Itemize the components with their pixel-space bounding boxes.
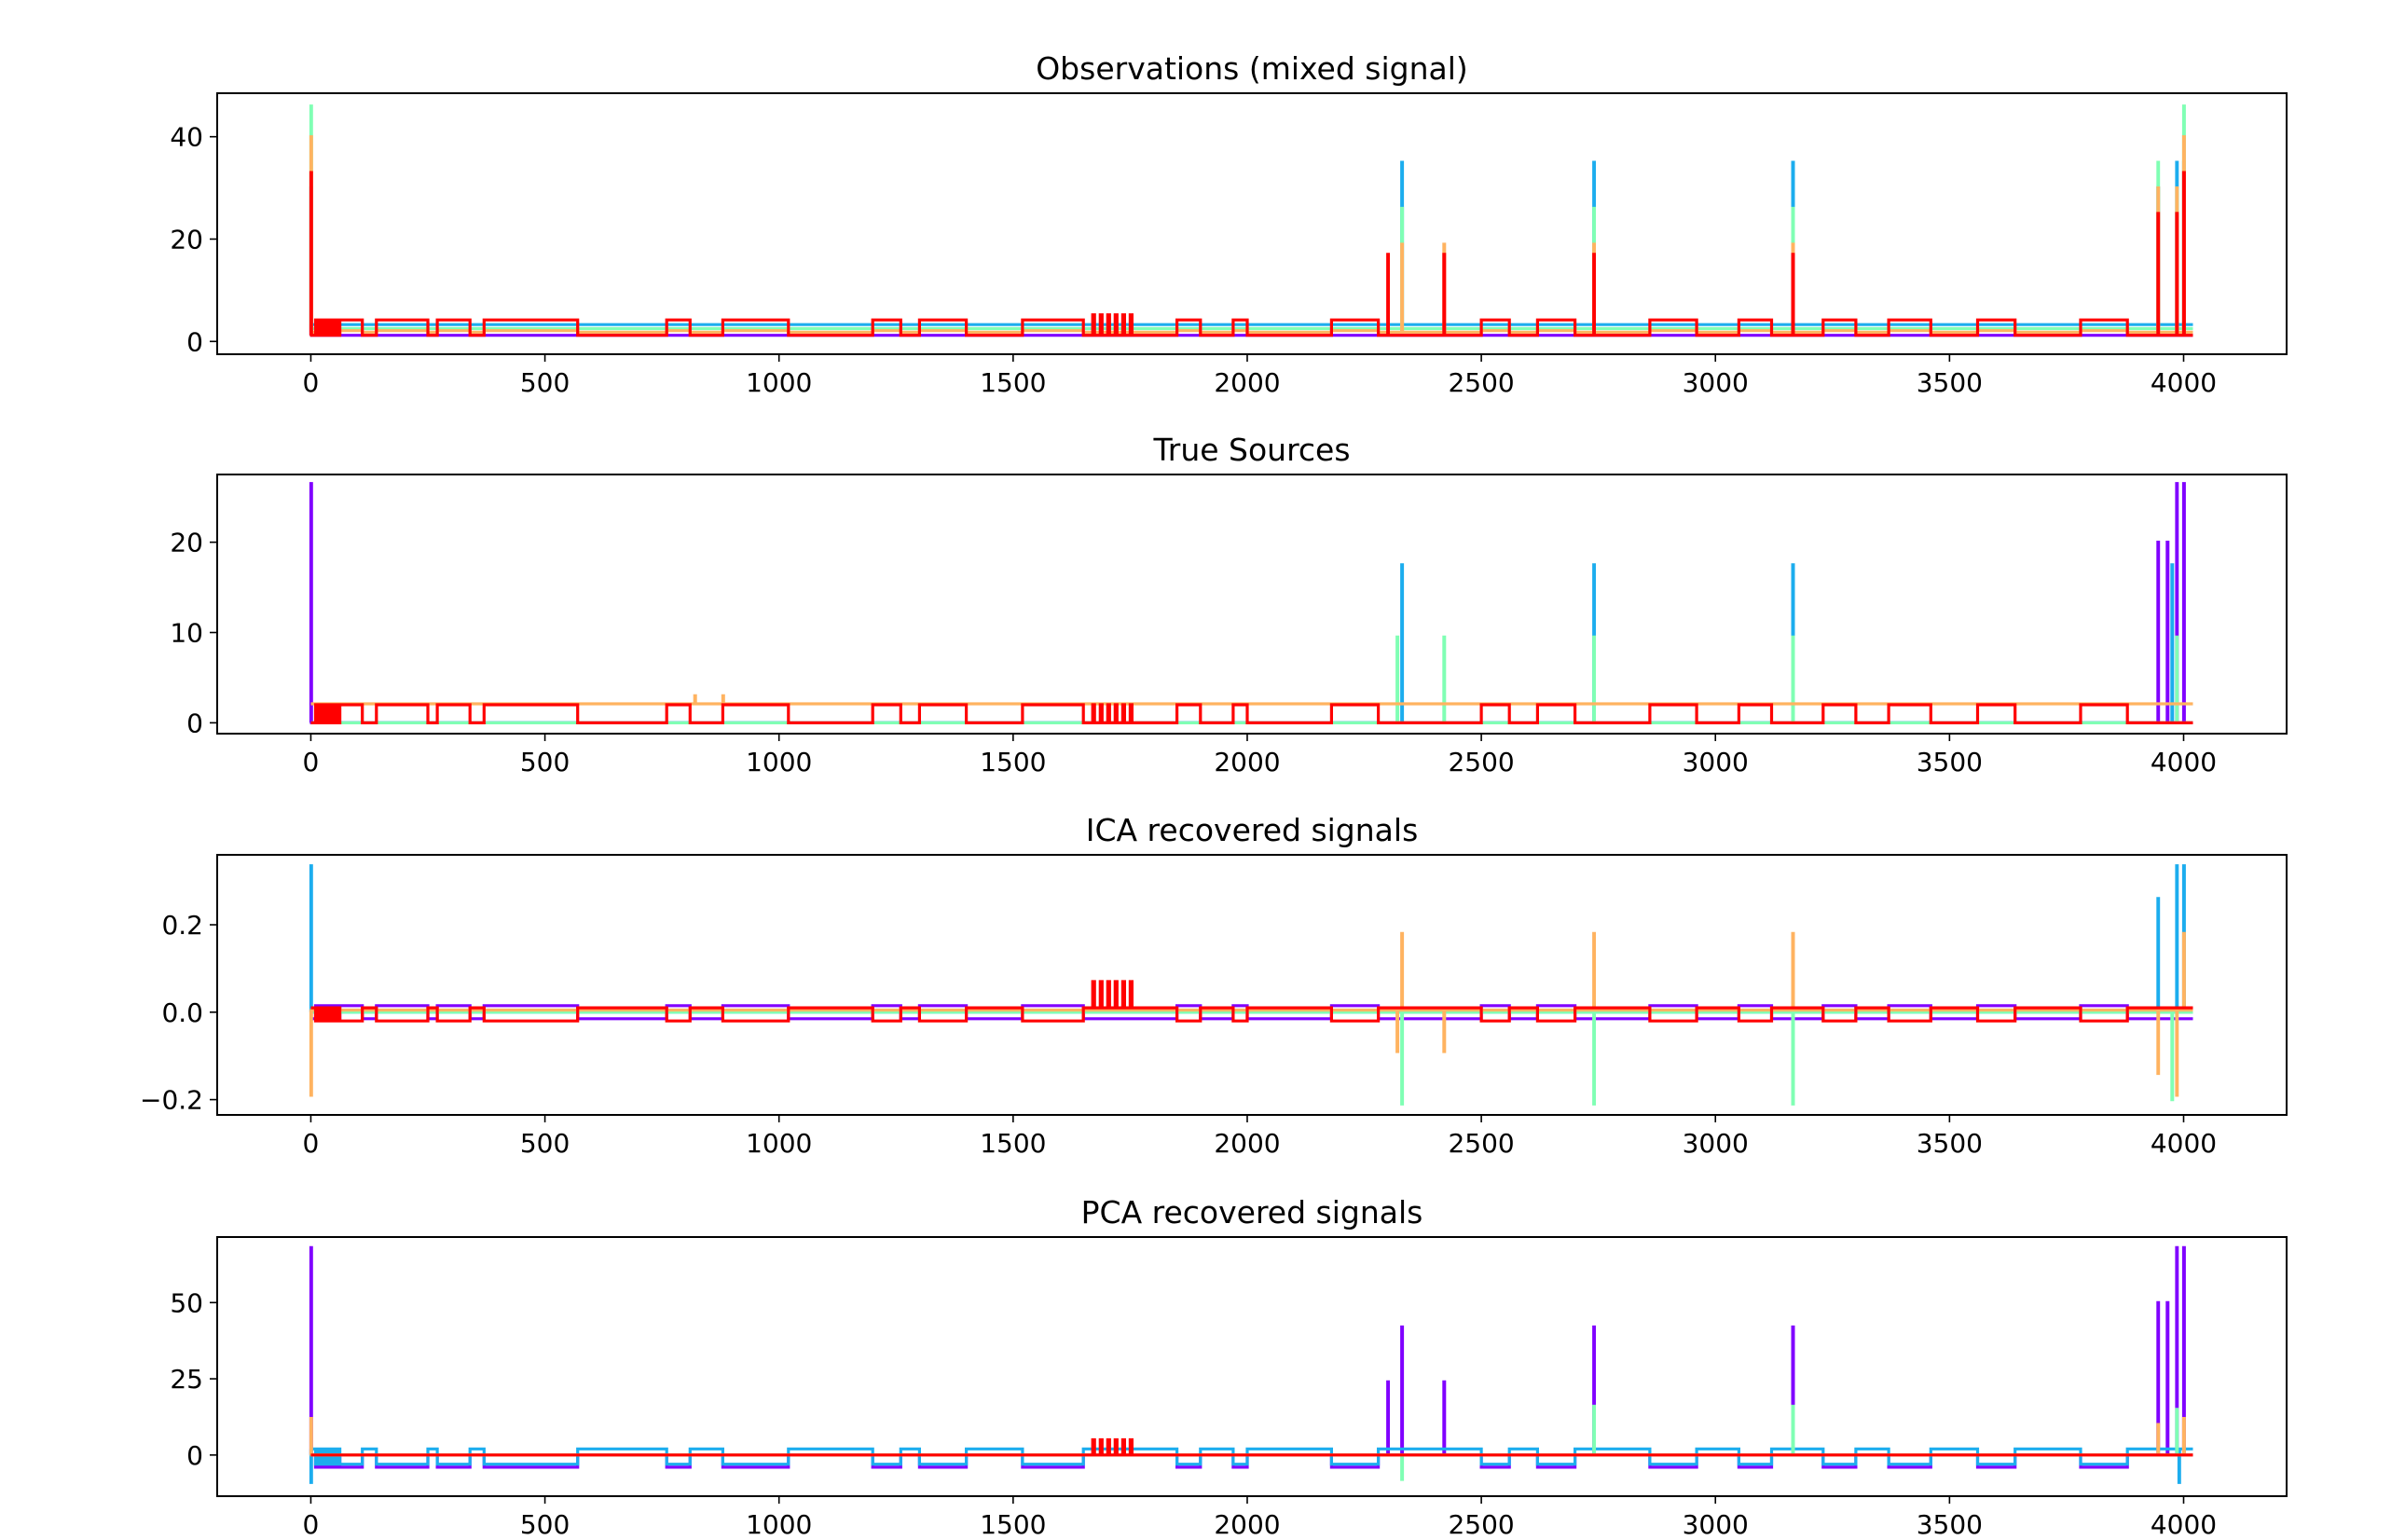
- x-tick-label: 3000: [1683, 367, 1749, 398]
- series-line-2: [309, 1447, 2193, 1484]
- x-tick-label: 0: [303, 1128, 320, 1159]
- x-tick-label: 4000: [2151, 747, 2217, 777]
- x-tick-label: 2000: [1214, 1509, 1280, 1540]
- x-tick-label: 2500: [1448, 747, 1514, 777]
- x-tick-label: 1500: [980, 747, 1046, 777]
- x-tick-label: 1500: [980, 1509, 1046, 1540]
- x-tick-label: 2500: [1448, 1509, 1514, 1540]
- x-tick-label: 2500: [1448, 1128, 1514, 1159]
- y-tick-label: 50: [170, 1287, 203, 1318]
- series-line-5: [310, 703, 2193, 724]
- x-tick-label: 3000: [1683, 1128, 1749, 1159]
- x-tick-label: 500: [520, 1509, 570, 1540]
- series-line-2: [310, 563, 2193, 724]
- x-tick-label: 3500: [1917, 367, 1983, 398]
- y-tick-label: 0.2: [161, 910, 203, 941]
- series-line-1: [309, 482, 2193, 724]
- series-line-3: [310, 635, 2193, 724]
- series-line-5: [310, 980, 2193, 1023]
- x-tick-label: 1000: [746, 367, 812, 398]
- x-tick-label: 4000: [2151, 1128, 2217, 1159]
- x-tick-label: 0: [303, 1509, 320, 1540]
- x-tick-label: 1000: [746, 747, 812, 777]
- x-tick-label: 1000: [746, 1509, 812, 1540]
- x-tick-label: 500: [520, 367, 570, 398]
- x-tick-label: 3500: [1917, 1128, 1983, 1159]
- y-tick-label: 0: [186, 1440, 203, 1471]
- x-tick-label: 3500: [1917, 747, 1983, 777]
- series-line-4: [309, 931, 2193, 1097]
- subplot-1: Observations (mixed signal) 0 500 1000 1500 2…: [170, 50, 2288, 398]
- series-line-5: [310, 1437, 2193, 1457]
- x-tick-label: 0: [303, 747, 320, 777]
- axes-frame: [216, 854, 2288, 1116]
- x-tick-label: 2500: [1448, 367, 1514, 398]
- y-tick-label: 10: [170, 618, 203, 649]
- y-tick-label: 25: [170, 1364, 203, 1395]
- series-line-4: [310, 694, 2193, 706]
- x-tick-label: 3000: [1683, 1509, 1749, 1540]
- x-tick-label: 2000: [1214, 367, 1280, 398]
- x-tick-label: 1000: [746, 1128, 812, 1159]
- axes-frame: [216, 92, 2288, 355]
- series-group: [309, 1245, 2193, 1484]
- x-tick-label: 0: [303, 367, 320, 398]
- subplot-title: Observations (mixed signal): [1036, 50, 1468, 87]
- series-line-5: [309, 171, 2193, 337]
- series-line-4: [309, 1417, 2193, 1457]
- subplot-title: ICA recovered signals: [1086, 812, 1419, 848]
- axes-frame: [216, 474, 2288, 735]
- x-tick-label: 3500: [1917, 1509, 1983, 1540]
- subplot-3: ICA recovered signals 0 500 1000 1500 2000 250…: [140, 812, 2288, 1159]
- series-group: [309, 482, 2193, 724]
- x-tick-label: 4000: [2151, 367, 2217, 398]
- series-line-3: [310, 1011, 2193, 1106]
- x-tick-label: 1500: [980, 1128, 1046, 1159]
- series-line-3: [309, 104, 2193, 331]
- series-group: [309, 864, 2193, 1106]
- x-tick-label: 3000: [1683, 747, 1749, 777]
- x-tick-label: 1500: [980, 367, 1046, 398]
- y-tick-label: −0.2: [140, 1085, 203, 1116]
- subplot-title: PCA recovered signals: [1081, 1194, 1423, 1231]
- axes-frame: [216, 1236, 2288, 1497]
- subplot-title: True Sources: [1152, 432, 1350, 468]
- x-tick-label: 500: [520, 747, 570, 777]
- y-tick-label: 0: [186, 708, 203, 738]
- series-line-4: [309, 135, 2193, 334]
- series-group: [309, 104, 2193, 337]
- y-tick-label: 0: [186, 326, 203, 357]
- x-tick-label: 500: [520, 1128, 570, 1159]
- series-line-2: [309, 864, 2193, 1014]
- subplot-2: True Sources 0 500 1000 1500 2000 2500 3000 3500…: [170, 432, 2288, 777]
- series-line-1: [309, 1245, 2193, 1469]
- y-tick-label: 0.0: [161, 997, 203, 1028]
- y-tick-label: 20: [170, 528, 203, 558]
- series-line-2: [309, 160, 2193, 326]
- y-tick-label: 40: [170, 122, 203, 153]
- y-tick-label: 20: [170, 224, 203, 254]
- x-tick-label: 4000: [2151, 1509, 2217, 1540]
- x-tick-label: 2000: [1214, 747, 1280, 777]
- x-tick-label: 2000: [1214, 1128, 1280, 1159]
